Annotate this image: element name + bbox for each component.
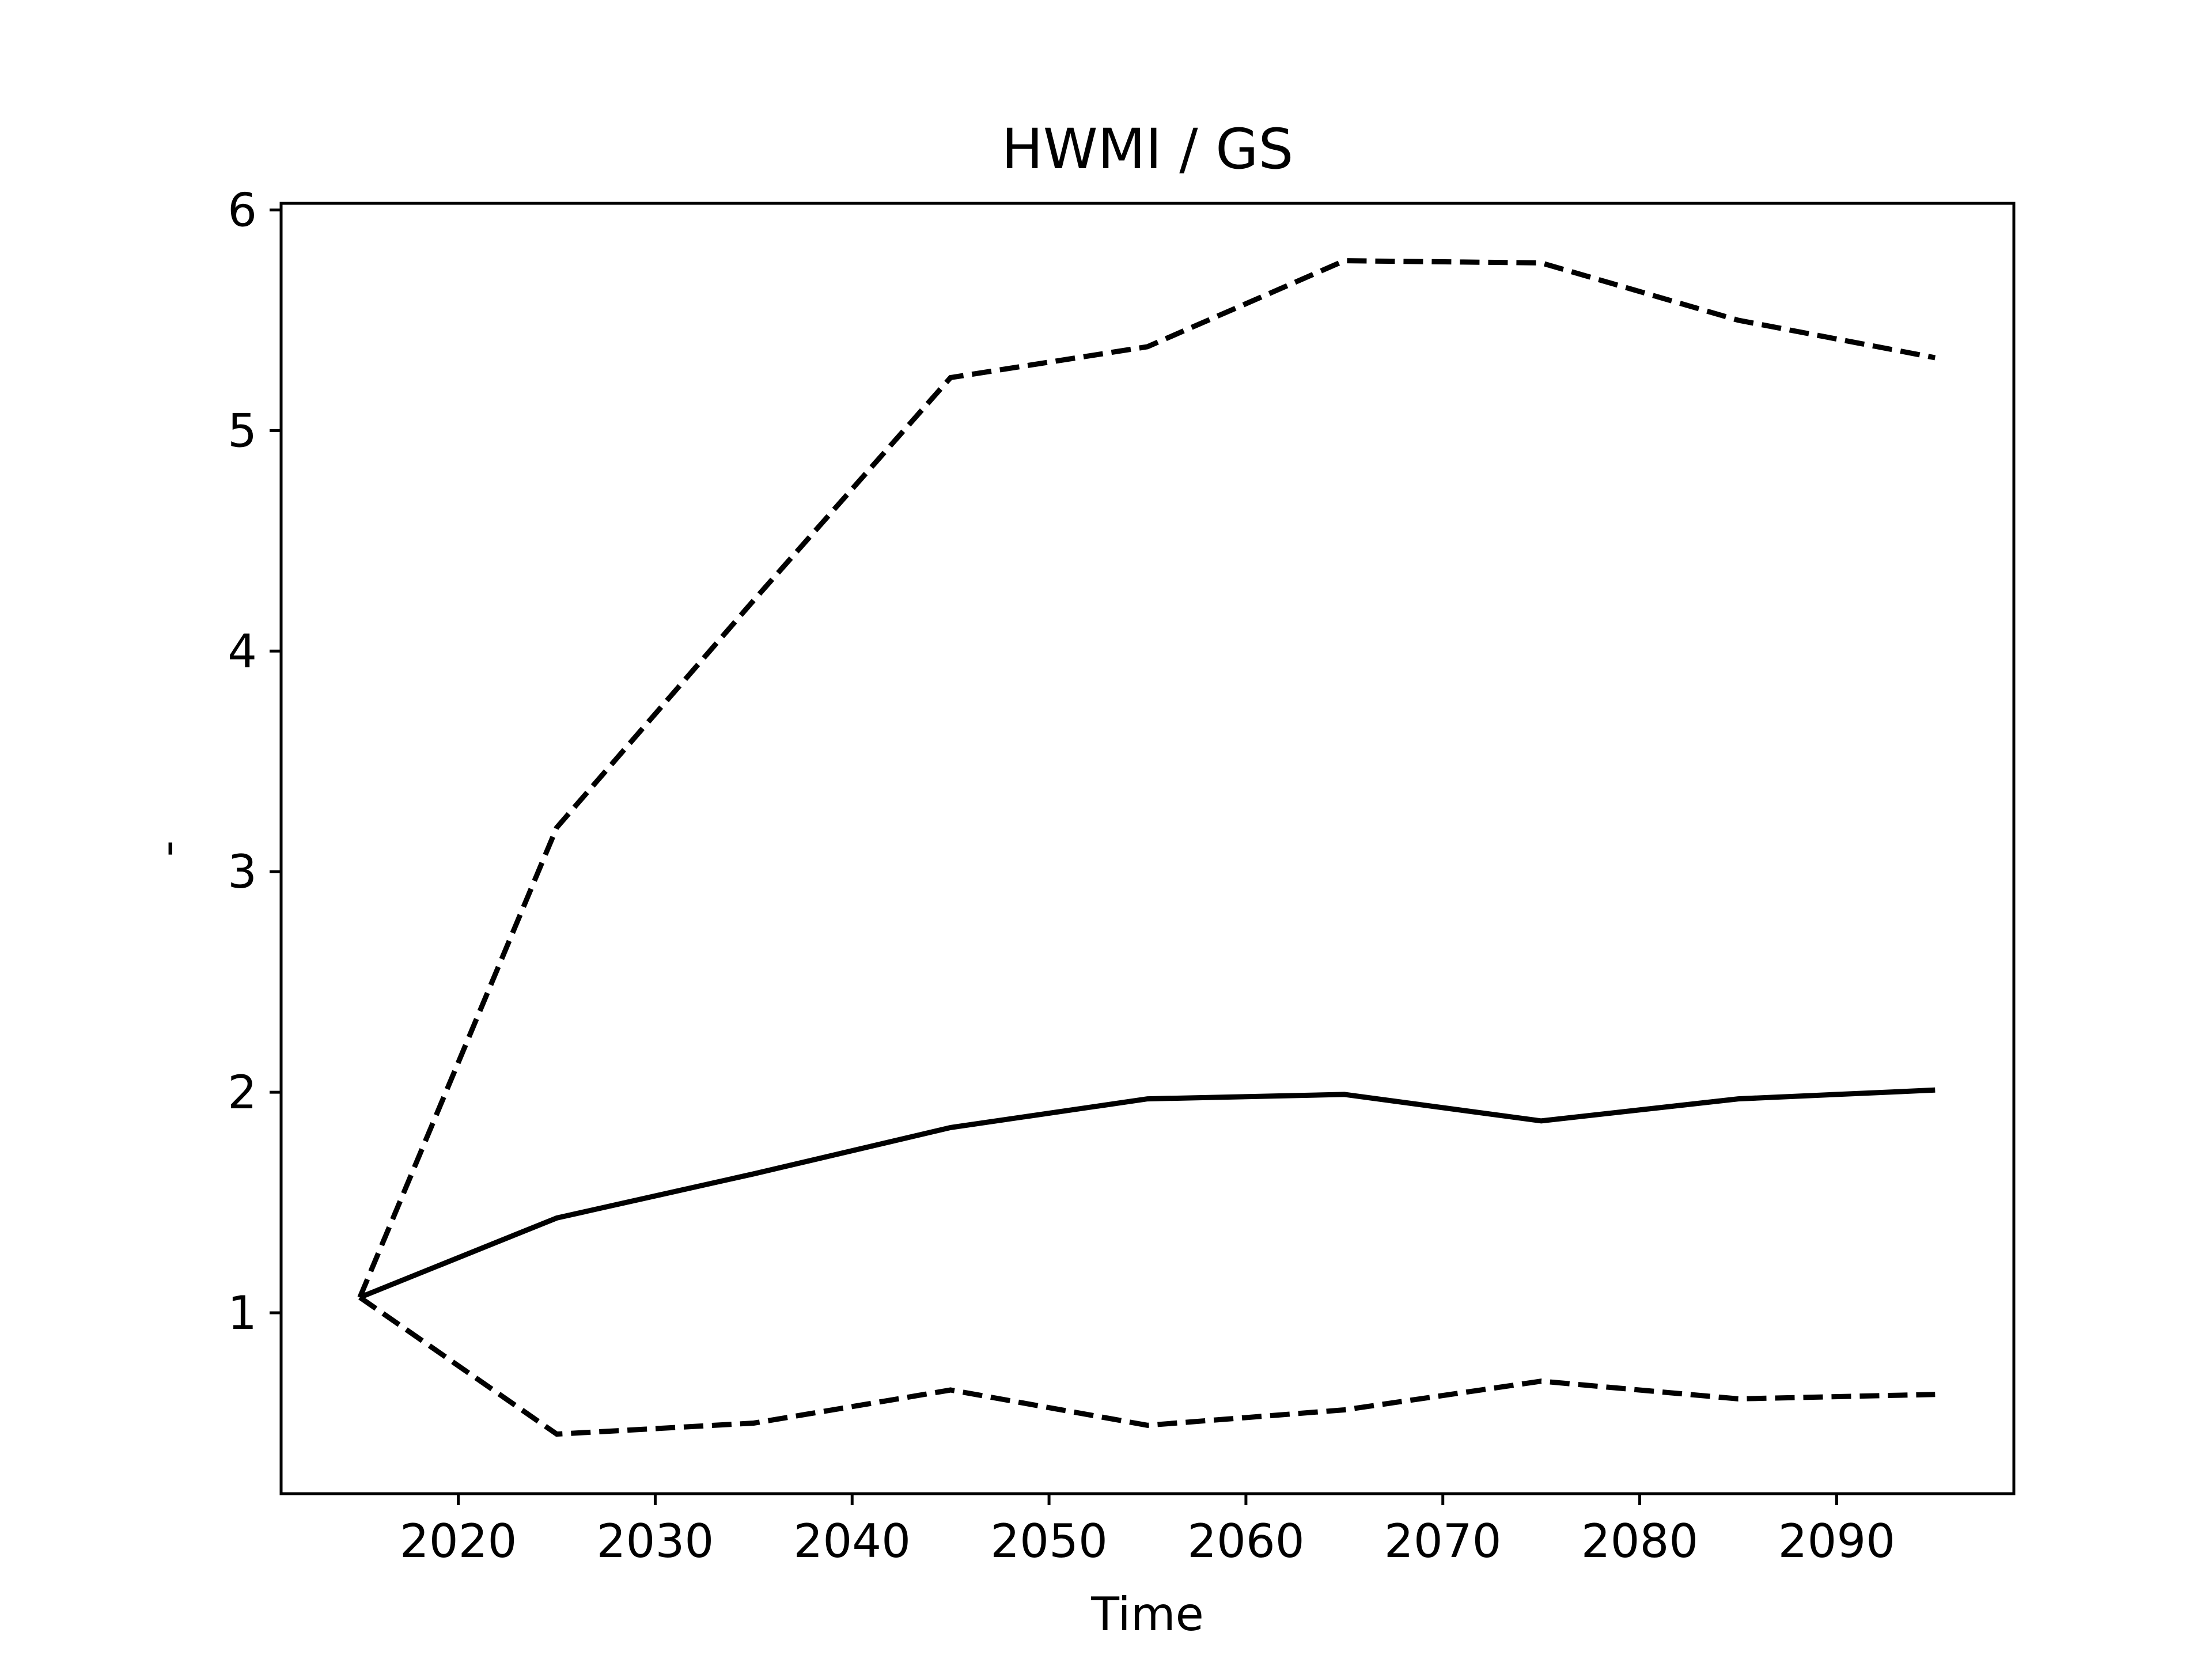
x-tick-label: 2030 — [597, 1514, 714, 1568]
y-tick-label: 6 — [228, 183, 257, 237]
plot-frame — [279, 202, 2016, 1495]
y-tick-label: 5 — [228, 404, 257, 457]
x-tick-label: 2020 — [400, 1514, 517, 1568]
chart-title: HWMI / GS — [1002, 117, 1294, 181]
x-tick-label: 2090 — [1778, 1514, 1896, 1568]
x-tick-label: 2080 — [1581, 1514, 1699, 1568]
y-axis-label: - — [141, 840, 194, 857]
y-tick-label: 1 — [228, 1286, 257, 1340]
x-tick-label: 2040 — [793, 1514, 911, 1568]
y-tick-label: 3 — [228, 845, 257, 899]
series-line-dashed-2 — [358, 1295, 1936, 1437]
x-axis-ticks: 2020 2030 2040 2050 2060 2070 2080 2090 — [400, 1494, 1895, 1568]
x-tick-label: 2060 — [1187, 1514, 1305, 1568]
x-tick-label: 2070 — [1384, 1514, 1502, 1568]
series-line-solid — [359, 1087, 1936, 1300]
y-tick-label: 4 — [228, 624, 257, 678]
y-tick-label: 2 — [228, 1066, 257, 1119]
series-layer — [357, 258, 1936, 1437]
y-axis-ticks: 1 2 3 4 5 6 — [228, 183, 281, 1340]
x-axis-label: Time — [1090, 1588, 1204, 1641]
series-line-dashed-1 — [357, 258, 1936, 1298]
x-tick-label: 2050 — [990, 1514, 1108, 1568]
